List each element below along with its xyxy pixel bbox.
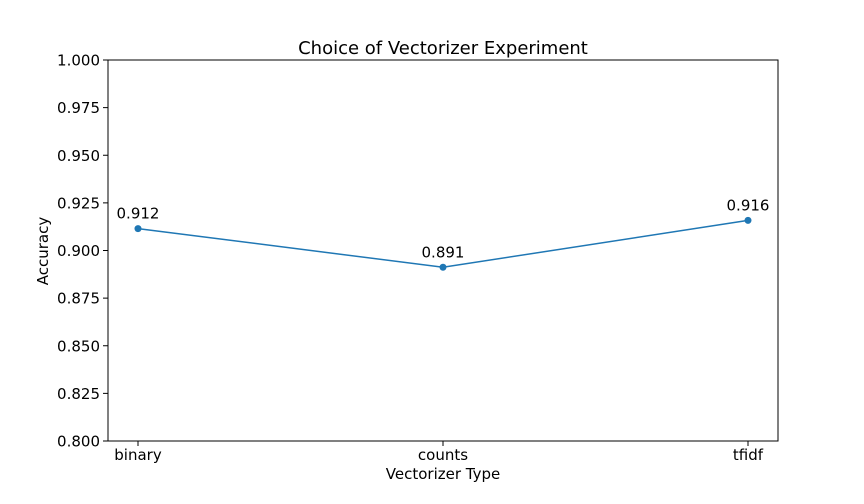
data-label: 0.912 xyxy=(117,205,160,223)
data-point xyxy=(744,216,752,224)
y-axis: 0.800 0.825 0.850 0.875 0.900 0.925 0.950 0.975… xyxy=(57,52,108,451)
y-tick-label: 0.875 xyxy=(57,290,100,308)
y-axis-label: Accuracy xyxy=(34,217,52,286)
data-point xyxy=(134,225,142,233)
y-tick-label: 0.850 xyxy=(57,337,100,355)
data-point xyxy=(439,263,447,271)
x-tick-label: counts xyxy=(418,446,468,464)
x-axis: binary counts tfidf xyxy=(114,441,764,464)
y-tick-label: 0.900 xyxy=(57,242,100,260)
x-tick-label: binary xyxy=(114,446,162,464)
y-tick-label: 0.950 xyxy=(57,147,100,165)
data-label: 0.916 xyxy=(727,196,770,214)
y-tick-label: 0.975 xyxy=(57,99,100,117)
y-tick-label: 0.925 xyxy=(57,194,100,212)
x-tick-label: tfidf xyxy=(733,446,764,464)
data-label: 0.891 xyxy=(422,243,465,261)
x-axis-label: Vectorizer Type xyxy=(386,465,500,483)
y-tick-label: 0.825 xyxy=(57,385,100,403)
series-layer: 0.912 0.891 0.916 xyxy=(117,196,770,271)
y-tick-label: 0.800 xyxy=(57,433,100,451)
y-tick-label: 1.000 xyxy=(57,52,100,70)
chart-title: Choice of Vectorizer Experiment xyxy=(298,38,588,59)
